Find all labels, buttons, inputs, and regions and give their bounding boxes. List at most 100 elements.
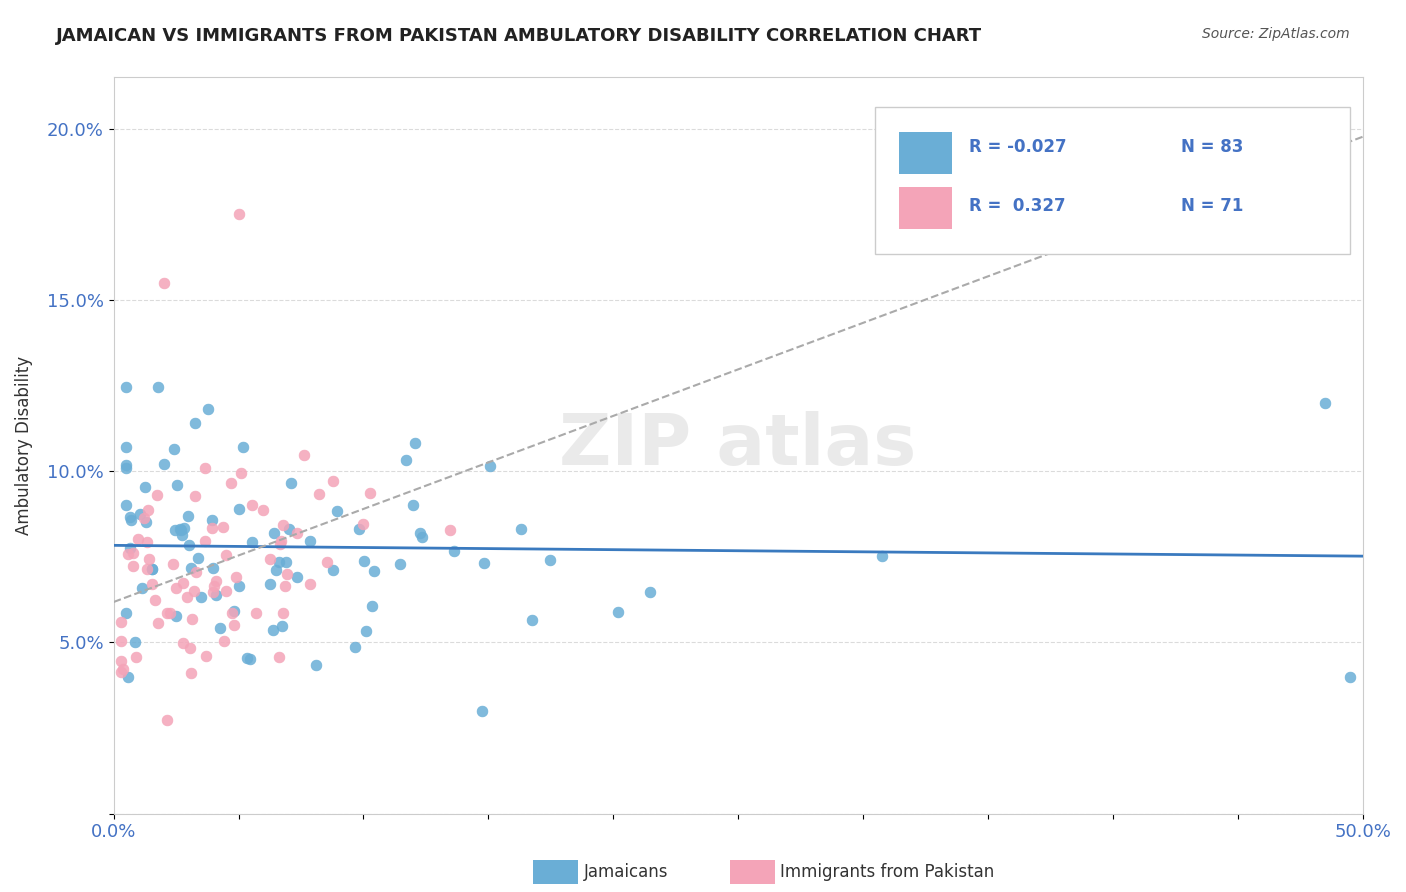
Point [187, 550, 209, 565]
Point [215, 549, 238, 563]
Point [173, 521, 195, 535]
Point [115, 498, 138, 512]
Point [231, 466, 253, 480]
Point [322, 563, 344, 577]
Point [269, 537, 291, 551]
Point [165, 581, 187, 595]
Point [180, 612, 202, 626]
Point [134, 480, 156, 494]
Point [363, 564, 385, 578]
Point [136, 535, 159, 549]
Point [163, 524, 186, 538]
Point [354, 624, 377, 638]
Point [183, 584, 205, 599]
Point [472, 556, 495, 570]
Point [141, 562, 163, 576]
Point [110, 655, 132, 669]
Point [287, 570, 309, 584]
Point [538, 552, 561, 566]
Point [169, 522, 191, 536]
Point [278, 522, 301, 536]
Point [120, 510, 142, 524]
Point [194, 534, 217, 549]
Point [214, 633, 236, 648]
Point [204, 588, 226, 602]
Point [115, 460, 138, 475]
Point [110, 665, 132, 680]
Point [443, 543, 465, 558]
Point [117, 670, 139, 684]
Point [266, 563, 288, 577]
Point [135, 562, 157, 576]
Point [349, 522, 371, 536]
Point [135, 515, 157, 529]
Point [219, 476, 242, 491]
Point [228, 579, 250, 593]
Point [197, 402, 219, 417]
Point [125, 649, 148, 664]
Point [145, 488, 167, 502]
Point [224, 618, 246, 632]
Point [156, 606, 179, 620]
Point [162, 557, 184, 571]
Point [176, 590, 198, 604]
Point [194, 460, 217, 475]
Point [240, 498, 263, 512]
Point [239, 652, 262, 666]
Point [156, 713, 179, 727]
Point [408, 526, 430, 541]
Point [344, 640, 367, 654]
Point [263, 525, 285, 540]
Text: R =  0.327: R = 0.327 [969, 197, 1066, 215]
Point [124, 635, 146, 649]
Point [177, 508, 200, 523]
Point [353, 554, 375, 568]
Point [305, 658, 328, 673]
Point [179, 538, 201, 552]
Point [146, 380, 169, 394]
Point [292, 449, 315, 463]
Point [280, 476, 302, 491]
Point [224, 604, 246, 618]
Point [141, 576, 163, 591]
Text: Jamaicans: Jamaicans [583, 863, 668, 881]
Point [388, 558, 411, 572]
Point [209, 621, 232, 635]
Point [322, 474, 344, 488]
Point [1339, 670, 1361, 684]
Point [166, 477, 188, 491]
Point [228, 501, 250, 516]
Point [172, 636, 194, 650]
Point [180, 666, 202, 681]
Point [479, 458, 502, 473]
FancyBboxPatch shape [876, 107, 1350, 254]
Point [190, 590, 212, 604]
Point [510, 522, 533, 536]
Point [145, 593, 167, 607]
Point [316, 555, 339, 569]
Point [271, 517, 294, 532]
Point [201, 521, 224, 535]
Point [127, 532, 149, 546]
Point [411, 530, 433, 544]
Text: R = -0.027: R = -0.027 [969, 138, 1067, 156]
Point [141, 562, 163, 576]
Point [205, 574, 228, 588]
Point [136, 503, 159, 517]
Point [122, 558, 145, 573]
Point [236, 651, 259, 665]
Text: ZIP atlas: ZIP atlas [560, 411, 917, 480]
Point [270, 619, 292, 633]
FancyBboxPatch shape [900, 187, 952, 229]
Point [267, 649, 290, 664]
Point [129, 507, 152, 521]
Point [326, 504, 349, 518]
Point [299, 577, 322, 591]
Point [274, 555, 297, 569]
Point [202, 584, 225, 599]
Point [262, 624, 284, 638]
Point [117, 547, 139, 561]
Y-axis label: Ambulatory Disability: Ambulatory Disability [15, 356, 32, 535]
Point [148, 615, 170, 630]
Point [115, 440, 138, 454]
